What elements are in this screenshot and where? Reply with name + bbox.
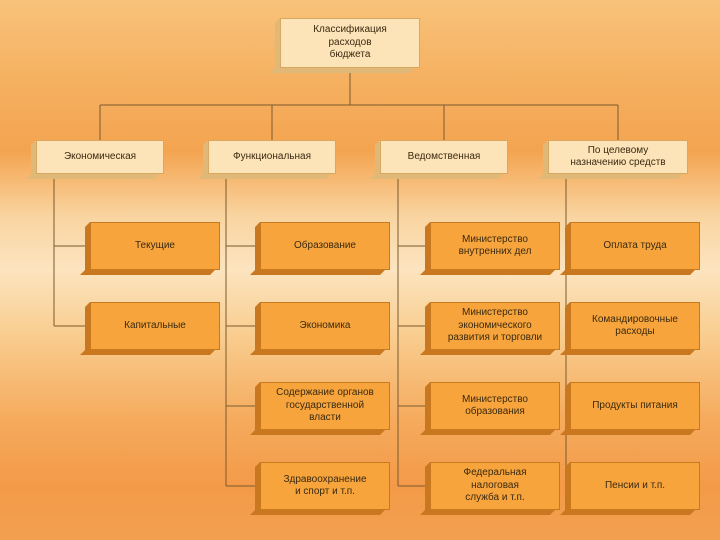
child-box: Образование	[260, 222, 390, 270]
category-box: По целевомуназначению средств	[548, 140, 688, 174]
child-box: Содержание органовгосударственнойвласти	[260, 382, 390, 430]
box-label: Пенсии и т.п.	[605, 480, 665, 493]
child-box: Федеральнаяналоговаяслужба и т.п.	[430, 462, 560, 510]
box-label: Капитальные	[124, 320, 186, 333]
category-box: Функциональная	[208, 140, 336, 174]
box-label: Оплата труда	[603, 240, 666, 253]
box-label: Федеральнаяналоговаяслужба и т.п.	[463, 467, 526, 505]
box-label: Здравоохранениеи спорт и т.п.	[283, 474, 366, 499]
child-box: Командировочныерасходы	[570, 302, 700, 350]
child-box: Министерствообразования	[430, 382, 560, 430]
box-label: По целевомуназначению средств	[570, 145, 665, 170]
box-label: Министерствоэкономическогоразвития и тор…	[448, 307, 542, 345]
box-label: Экономическая	[64, 151, 136, 164]
child-box: Министерствоэкономическогоразвития и тор…	[430, 302, 560, 350]
box-label: Образование	[294, 240, 356, 253]
child-box: Экономика	[260, 302, 390, 350]
box-label: Министерствовнутренних дел	[459, 234, 532, 259]
child-box: Министерствовнутренних дел	[430, 222, 560, 270]
box-label: Продукты питания	[592, 400, 678, 413]
box-label: Функциональная	[233, 151, 311, 164]
box-label: Экономика	[300, 320, 351, 333]
child-box: Здравоохранениеи спорт и т.п.	[260, 462, 390, 510]
box-label: Классификациярасходовбюджета	[313, 24, 387, 62]
child-box: Оплата труда	[570, 222, 700, 270]
box-label: Командировочныерасходы	[592, 314, 678, 339]
child-box: Текущие	[90, 222, 220, 270]
box-label: Министерствообразования	[462, 394, 528, 419]
category-box: Экономическая	[36, 140, 164, 174]
category-box: Ведомственная	[380, 140, 508, 174]
box-label: Текущие	[135, 240, 175, 253]
child-box: Капитальные	[90, 302, 220, 350]
child-box: Продукты питания	[570, 382, 700, 430]
box-label: Содержание органовгосударственнойвласти	[276, 387, 374, 425]
box-label: Ведомственная	[408, 151, 481, 164]
root-box: Классификациярасходовбюджета	[280, 18, 420, 68]
child-box: Пенсии и т.п.	[570, 462, 700, 510]
